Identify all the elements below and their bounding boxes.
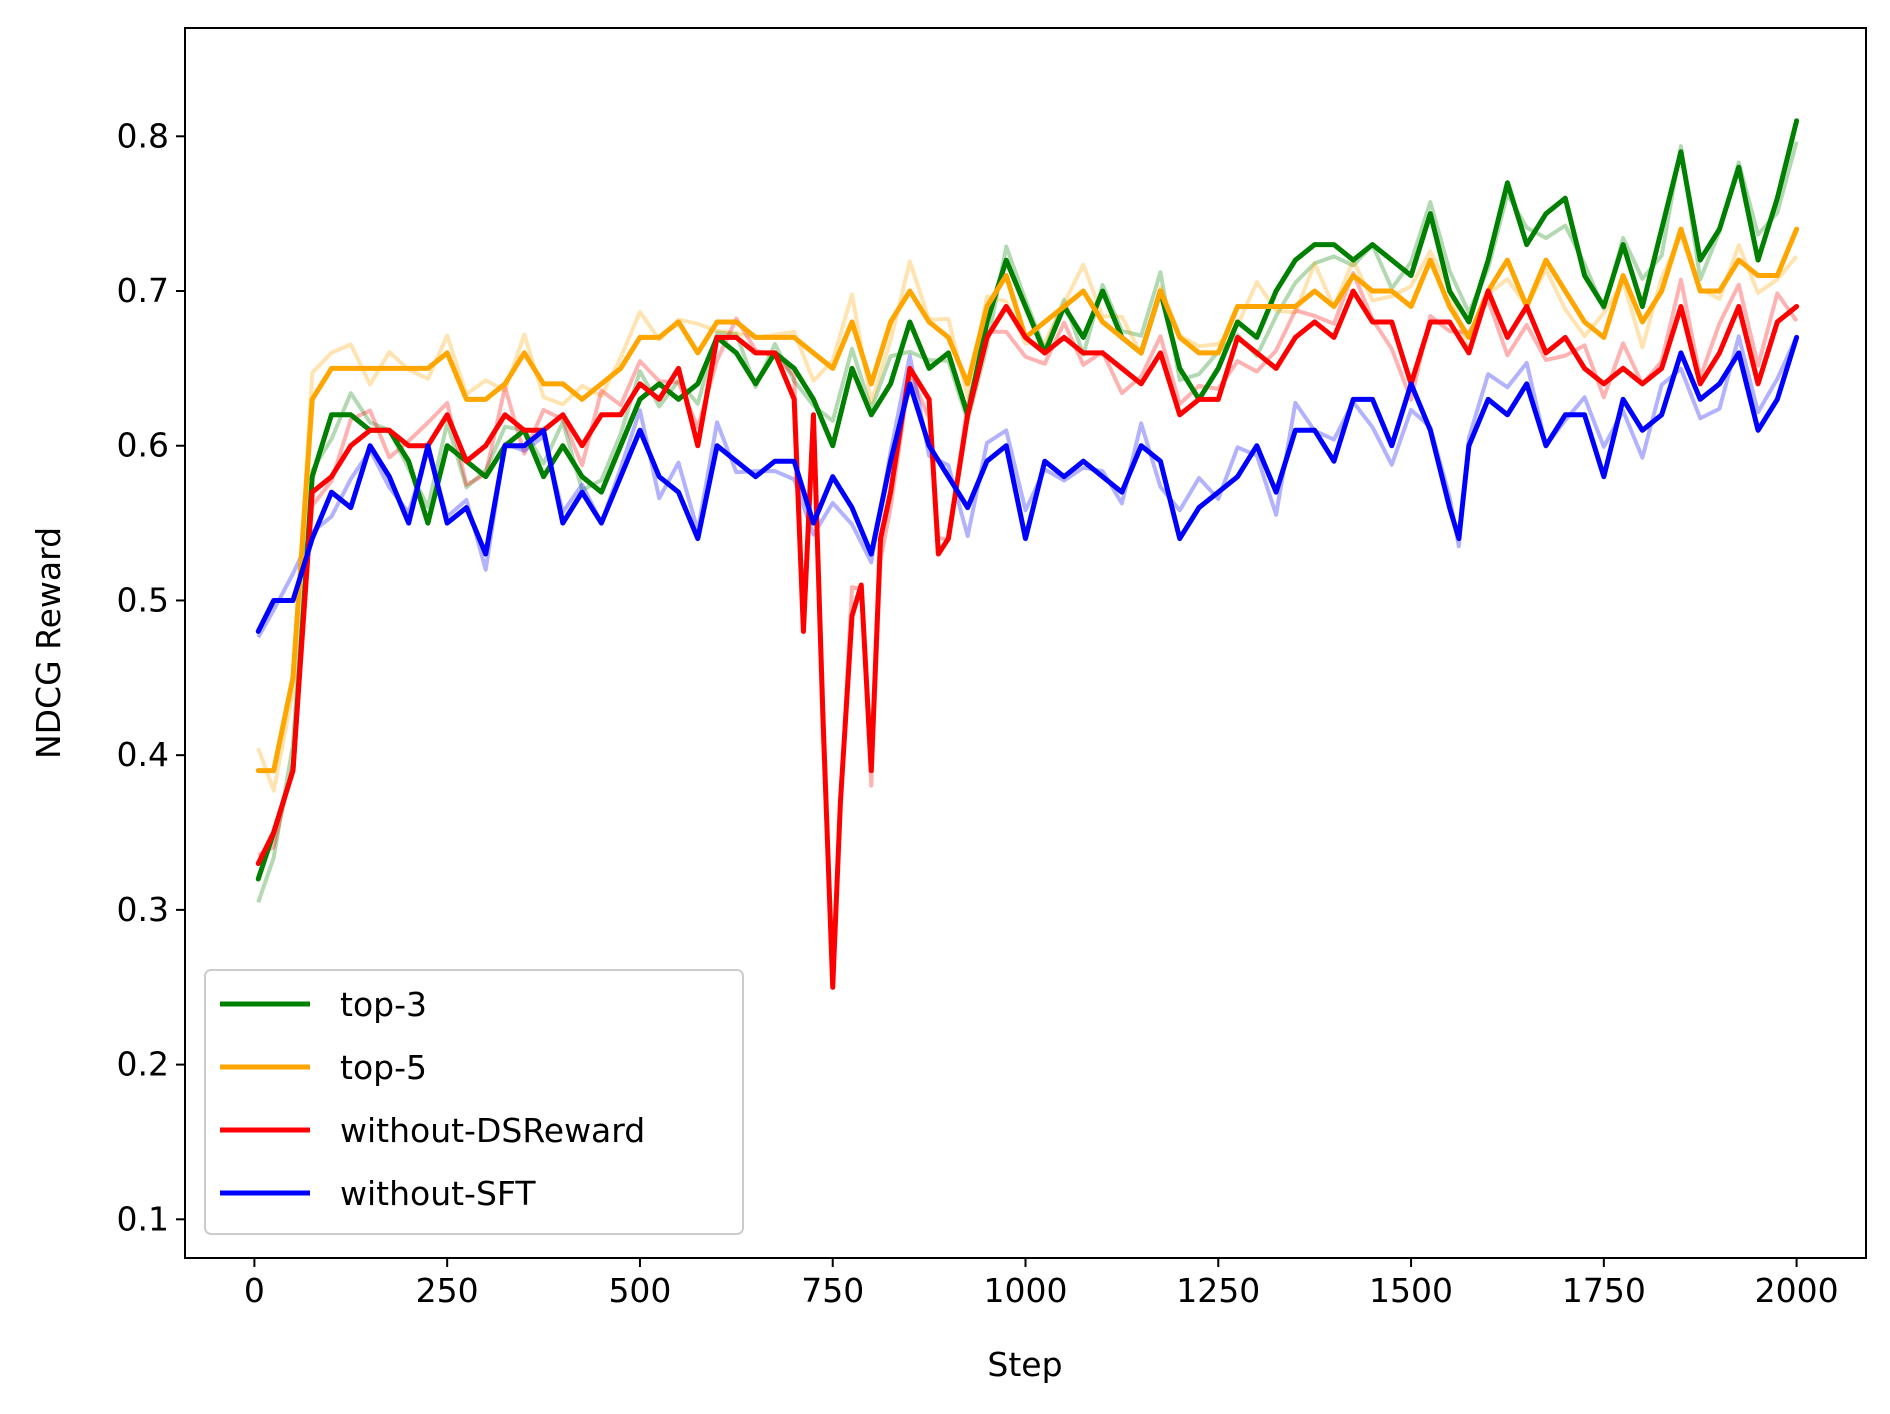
y-axis-ticks: 0.1 0.2 0.3 0.4 0.5 0.6 0.7 0.8: [117, 116, 185, 1238]
y-tick-label: 0.7: [117, 271, 169, 310]
x-tick-label: 0: [244, 1271, 265, 1310]
x-tick-label: 2000: [1755, 1271, 1839, 1310]
x-tick-label: 1500: [1369, 1271, 1453, 1310]
legend-label-top-5: top-5: [340, 1048, 427, 1087]
y-tick-label: 0.6: [117, 426, 169, 465]
x-tick-label: 1000: [984, 1271, 1068, 1310]
x-axis-label: Step: [987, 1345, 1062, 1384]
y-tick-label: 0.2: [117, 1045, 169, 1084]
x-axis-ticks: 0 250 500 750 1000 1250 1500 1750 2000: [244, 1258, 1839, 1310]
x-tick-label: 1250: [1176, 1271, 1260, 1310]
y-tick-label: 0.8: [117, 116, 169, 155]
series-line-without-sft: [255, 334, 1800, 634]
series-line-without-dsreward: [255, 288, 1800, 990]
x-tick-label: 750: [801, 1271, 864, 1310]
x-tick-label: 250: [416, 1271, 479, 1310]
y-tick-label: 0.1: [117, 1199, 169, 1238]
smoothed-series-layer: [255, 118, 1800, 990]
legend-label-without-dsreward: without-DSReward: [340, 1111, 645, 1150]
legend-label-top-3: top-3: [340, 985, 427, 1024]
series-raw-top-3: [256, 141, 1799, 903]
y-axis-label: NDCG Reward: [29, 527, 68, 759]
legend-label-without-sft: without-SFT: [340, 1174, 536, 1213]
x-tick-label: 500: [608, 1271, 671, 1310]
x-tick-label: 1750: [1562, 1271, 1646, 1310]
legend: top-3 top-5 without-DSReward without-SFT: [204, 969, 744, 1235]
y-tick-label: 0.5: [117, 580, 169, 619]
legend-box: [204, 969, 744, 1235]
series-line-top-3: [255, 118, 1800, 882]
y-tick-label: 0.3: [117, 890, 169, 929]
y-tick-label: 0.4: [117, 735, 169, 774]
